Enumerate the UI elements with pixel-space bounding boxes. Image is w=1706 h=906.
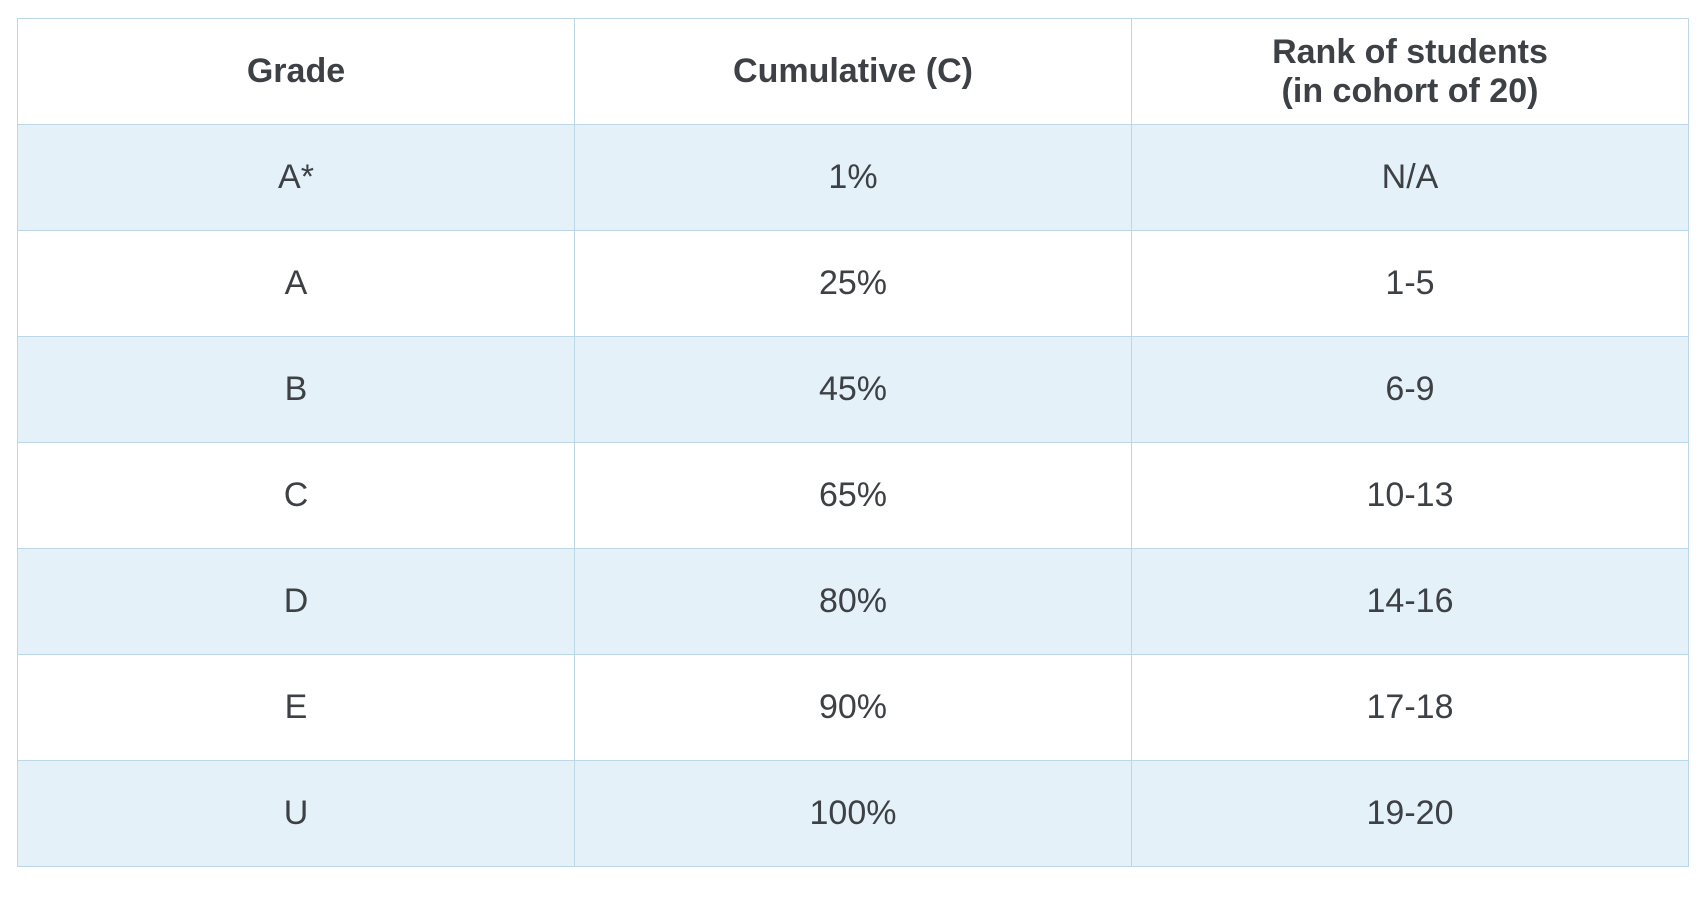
table-body: A* 1% N/A A 25% 1-5 B 45% 6-9 C 65% 10-1…	[17, 124, 1689, 867]
table-row: U 100% 19-20	[17, 760, 1689, 867]
cell-cumulative: 1%	[574, 124, 1132, 231]
cell-cumulative: 90%	[574, 654, 1132, 761]
header-row: Grade Cumulative (C) Rank of students (i…	[17, 18, 1689, 125]
header-rank-line1: Rank of students	[1272, 32, 1548, 71]
grade-table: Grade Cumulative (C) Rank of students (i…	[17, 18, 1689, 867]
cell-cumulative: 25%	[574, 230, 1132, 337]
cell-rank: N/A	[1131, 124, 1689, 231]
cell-grade: C	[17, 442, 575, 549]
cell-rank: 10-13	[1131, 442, 1689, 549]
cell-grade: B	[17, 336, 575, 443]
cell-grade: E	[17, 654, 575, 761]
cell-rank: 17-18	[1131, 654, 1689, 761]
table-row: A 25% 1-5	[17, 230, 1689, 337]
cell-cumulative: 45%	[574, 336, 1132, 443]
cell-rank: 6-9	[1131, 336, 1689, 443]
cell-cumulative: 100%	[574, 760, 1132, 867]
cell-grade: D	[17, 548, 575, 655]
cell-rank: 1-5	[1131, 230, 1689, 337]
table-row: C 65% 10-13	[17, 442, 1689, 549]
cell-rank: 14-16	[1131, 548, 1689, 655]
table-row: A* 1% N/A	[17, 124, 1689, 231]
cell-grade: A*	[17, 124, 575, 231]
cell-cumulative: 80%	[574, 548, 1132, 655]
cell-grade: A	[17, 230, 575, 337]
cell-rank: 19-20	[1131, 760, 1689, 867]
header-rank: Rank of students (in cohort of 20)	[1131, 18, 1689, 125]
table-row: D 80% 14-16	[17, 548, 1689, 655]
cell-grade: U	[17, 760, 575, 867]
table-row: E 90% 17-18	[17, 654, 1689, 761]
table-header: Grade Cumulative (C) Rank of students (i…	[17, 18, 1689, 125]
table-row: B 45% 6-9	[17, 336, 1689, 443]
header-cumulative: Cumulative (C)	[574, 18, 1132, 125]
cell-cumulative: 65%	[574, 442, 1132, 549]
header-rank-line2: (in cohort of 20)	[1281, 71, 1539, 110]
header-grade: Grade	[17, 18, 575, 125]
